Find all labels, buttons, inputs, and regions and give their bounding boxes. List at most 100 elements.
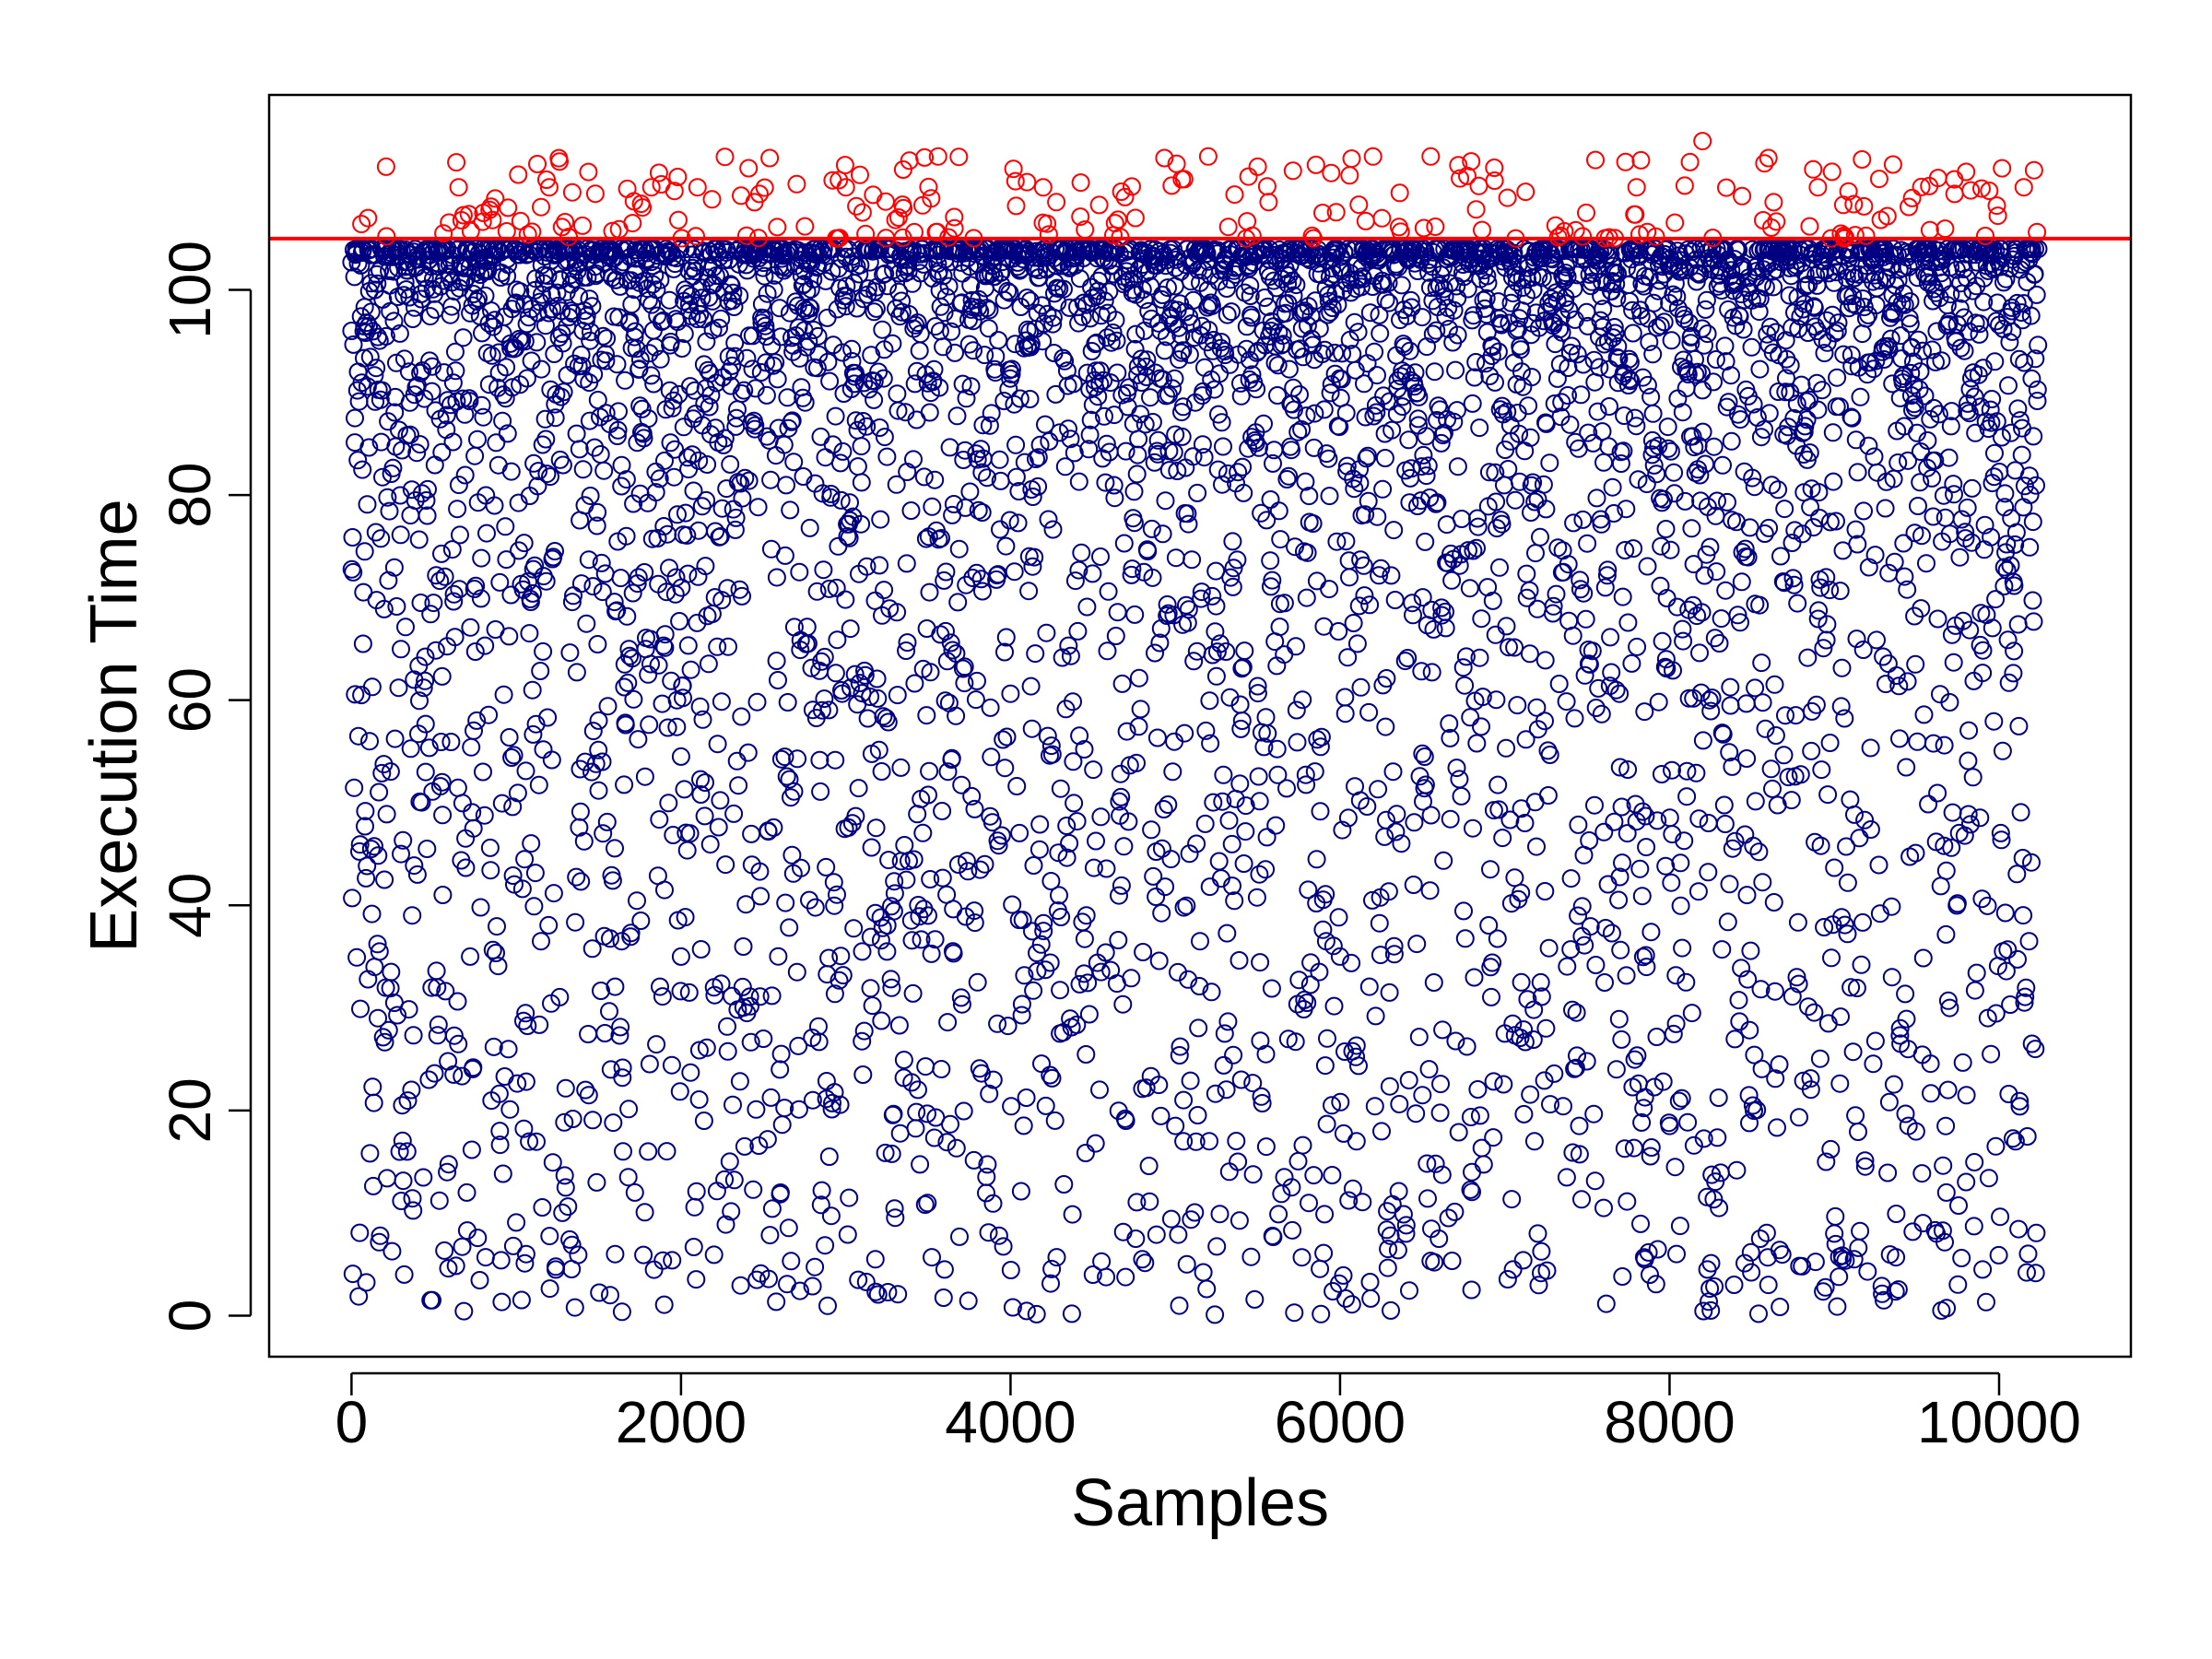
data-point bbox=[533, 285, 551, 304]
data-point bbox=[470, 1271, 489, 1289]
data-point bbox=[1378, 1258, 1397, 1277]
data-point bbox=[2024, 427, 2043, 446]
data-point bbox=[673, 339, 691, 358]
data-point bbox=[919, 785, 937, 805]
data-point bbox=[1053, 648, 1072, 667]
data-point bbox=[1068, 621, 1088, 641]
data-point bbox=[1403, 594, 1422, 613]
data-point bbox=[674, 688, 692, 708]
data-point bbox=[924, 1128, 944, 1147]
data-point bbox=[371, 261, 390, 280]
data-point bbox=[697, 1038, 716, 1057]
data-point bbox=[1909, 330, 1928, 349]
data-point bbox=[1495, 1024, 1514, 1043]
data-point bbox=[2021, 306, 2041, 325]
data-point bbox=[1347, 1036, 1366, 1055]
data-point bbox=[1897, 758, 1916, 777]
data-point bbox=[1300, 1194, 1318, 1213]
data-point bbox=[1251, 953, 1270, 972]
data-point bbox=[1848, 463, 1867, 482]
data-point bbox=[1843, 287, 1863, 306]
data-point bbox=[2016, 987, 2035, 1006]
data-point bbox=[904, 450, 923, 469]
data-point bbox=[1327, 532, 1347, 551]
data-point bbox=[609, 308, 629, 327]
data-point bbox=[989, 836, 1008, 855]
data-point bbox=[736, 895, 756, 914]
data-point bbox=[1237, 339, 1256, 359]
data-point bbox=[1444, 300, 1464, 320]
data-point bbox=[730, 286, 749, 305]
data-point bbox=[1370, 566, 1389, 585]
data-point bbox=[871, 510, 890, 529]
data-point bbox=[1402, 298, 1421, 317]
data-point bbox=[1705, 629, 1724, 648]
data-point bbox=[593, 752, 612, 771]
data-point bbox=[778, 693, 797, 712]
data-point bbox=[1808, 400, 1828, 419]
data-point bbox=[1992, 428, 2011, 447]
data-point bbox=[1393, 397, 1412, 417]
data-point bbox=[1841, 244, 1861, 264]
data-point bbox=[468, 1229, 488, 1248]
data-point bbox=[1041, 1274, 1060, 1293]
data-point bbox=[1178, 613, 1197, 632]
data-point bbox=[1179, 600, 1198, 619]
data-point bbox=[529, 775, 548, 794]
data-point bbox=[1400, 493, 1419, 512]
data-point bbox=[1380, 293, 1399, 312]
data-point bbox=[1944, 653, 1963, 672]
data-point bbox=[435, 567, 454, 586]
data-point bbox=[1099, 582, 1118, 601]
data-point bbox=[2001, 995, 2020, 1014]
data-point bbox=[1986, 590, 2006, 609]
data-point bbox=[1791, 765, 1810, 784]
data-point bbox=[1497, 617, 1516, 636]
data-point bbox=[2018, 1244, 2038, 1264]
data-point bbox=[515, 332, 535, 351]
data-point bbox=[1382, 420, 1402, 440]
data-point bbox=[411, 594, 430, 612]
data-point bbox=[1017, 1088, 1036, 1107]
data-point bbox=[1098, 328, 1117, 347]
data-point bbox=[1376, 717, 1395, 736]
data-point bbox=[935, 691, 955, 711]
data-point bbox=[595, 564, 615, 583]
data-point bbox=[1729, 991, 1748, 1010]
data-point bbox=[884, 1104, 903, 1124]
data-point bbox=[694, 355, 713, 374]
data-point bbox=[1349, 596, 1369, 616]
data-point bbox=[448, 992, 467, 1011]
data-point bbox=[345, 778, 364, 797]
data-point bbox=[1895, 295, 1914, 314]
data-point bbox=[522, 834, 541, 853]
data-point bbox=[676, 908, 695, 927]
data-point bbox=[904, 850, 924, 869]
data-point bbox=[1743, 468, 1762, 488]
data-point bbox=[514, 534, 534, 553]
data-point bbox=[806, 1257, 825, 1277]
data-point bbox=[780, 770, 799, 789]
data-point bbox=[1413, 588, 1432, 607]
data-point bbox=[1645, 1077, 1664, 1097]
data-point bbox=[1077, 906, 1096, 925]
data-point bbox=[368, 274, 387, 293]
data-point bbox=[597, 329, 617, 348]
data-point bbox=[1935, 735, 1954, 755]
data-point bbox=[1955, 341, 1974, 360]
data-point bbox=[592, 982, 610, 1000]
data-point bbox=[1913, 341, 1932, 360]
data-point bbox=[437, 406, 456, 425]
data-point bbox=[1889, 677, 1909, 696]
data-point bbox=[1879, 1092, 1899, 1112]
data-point bbox=[1248, 677, 1267, 696]
data-point bbox=[750, 862, 770, 881]
data-point bbox=[448, 500, 467, 519]
data-point bbox=[460, 392, 479, 411]
data-point bbox=[1720, 743, 1739, 762]
data-point bbox=[877, 709, 896, 728]
data-point bbox=[1609, 1009, 1629, 1029]
data-point bbox=[1679, 313, 1699, 333]
data-point bbox=[1261, 577, 1280, 596]
data-point bbox=[1531, 972, 1550, 992]
